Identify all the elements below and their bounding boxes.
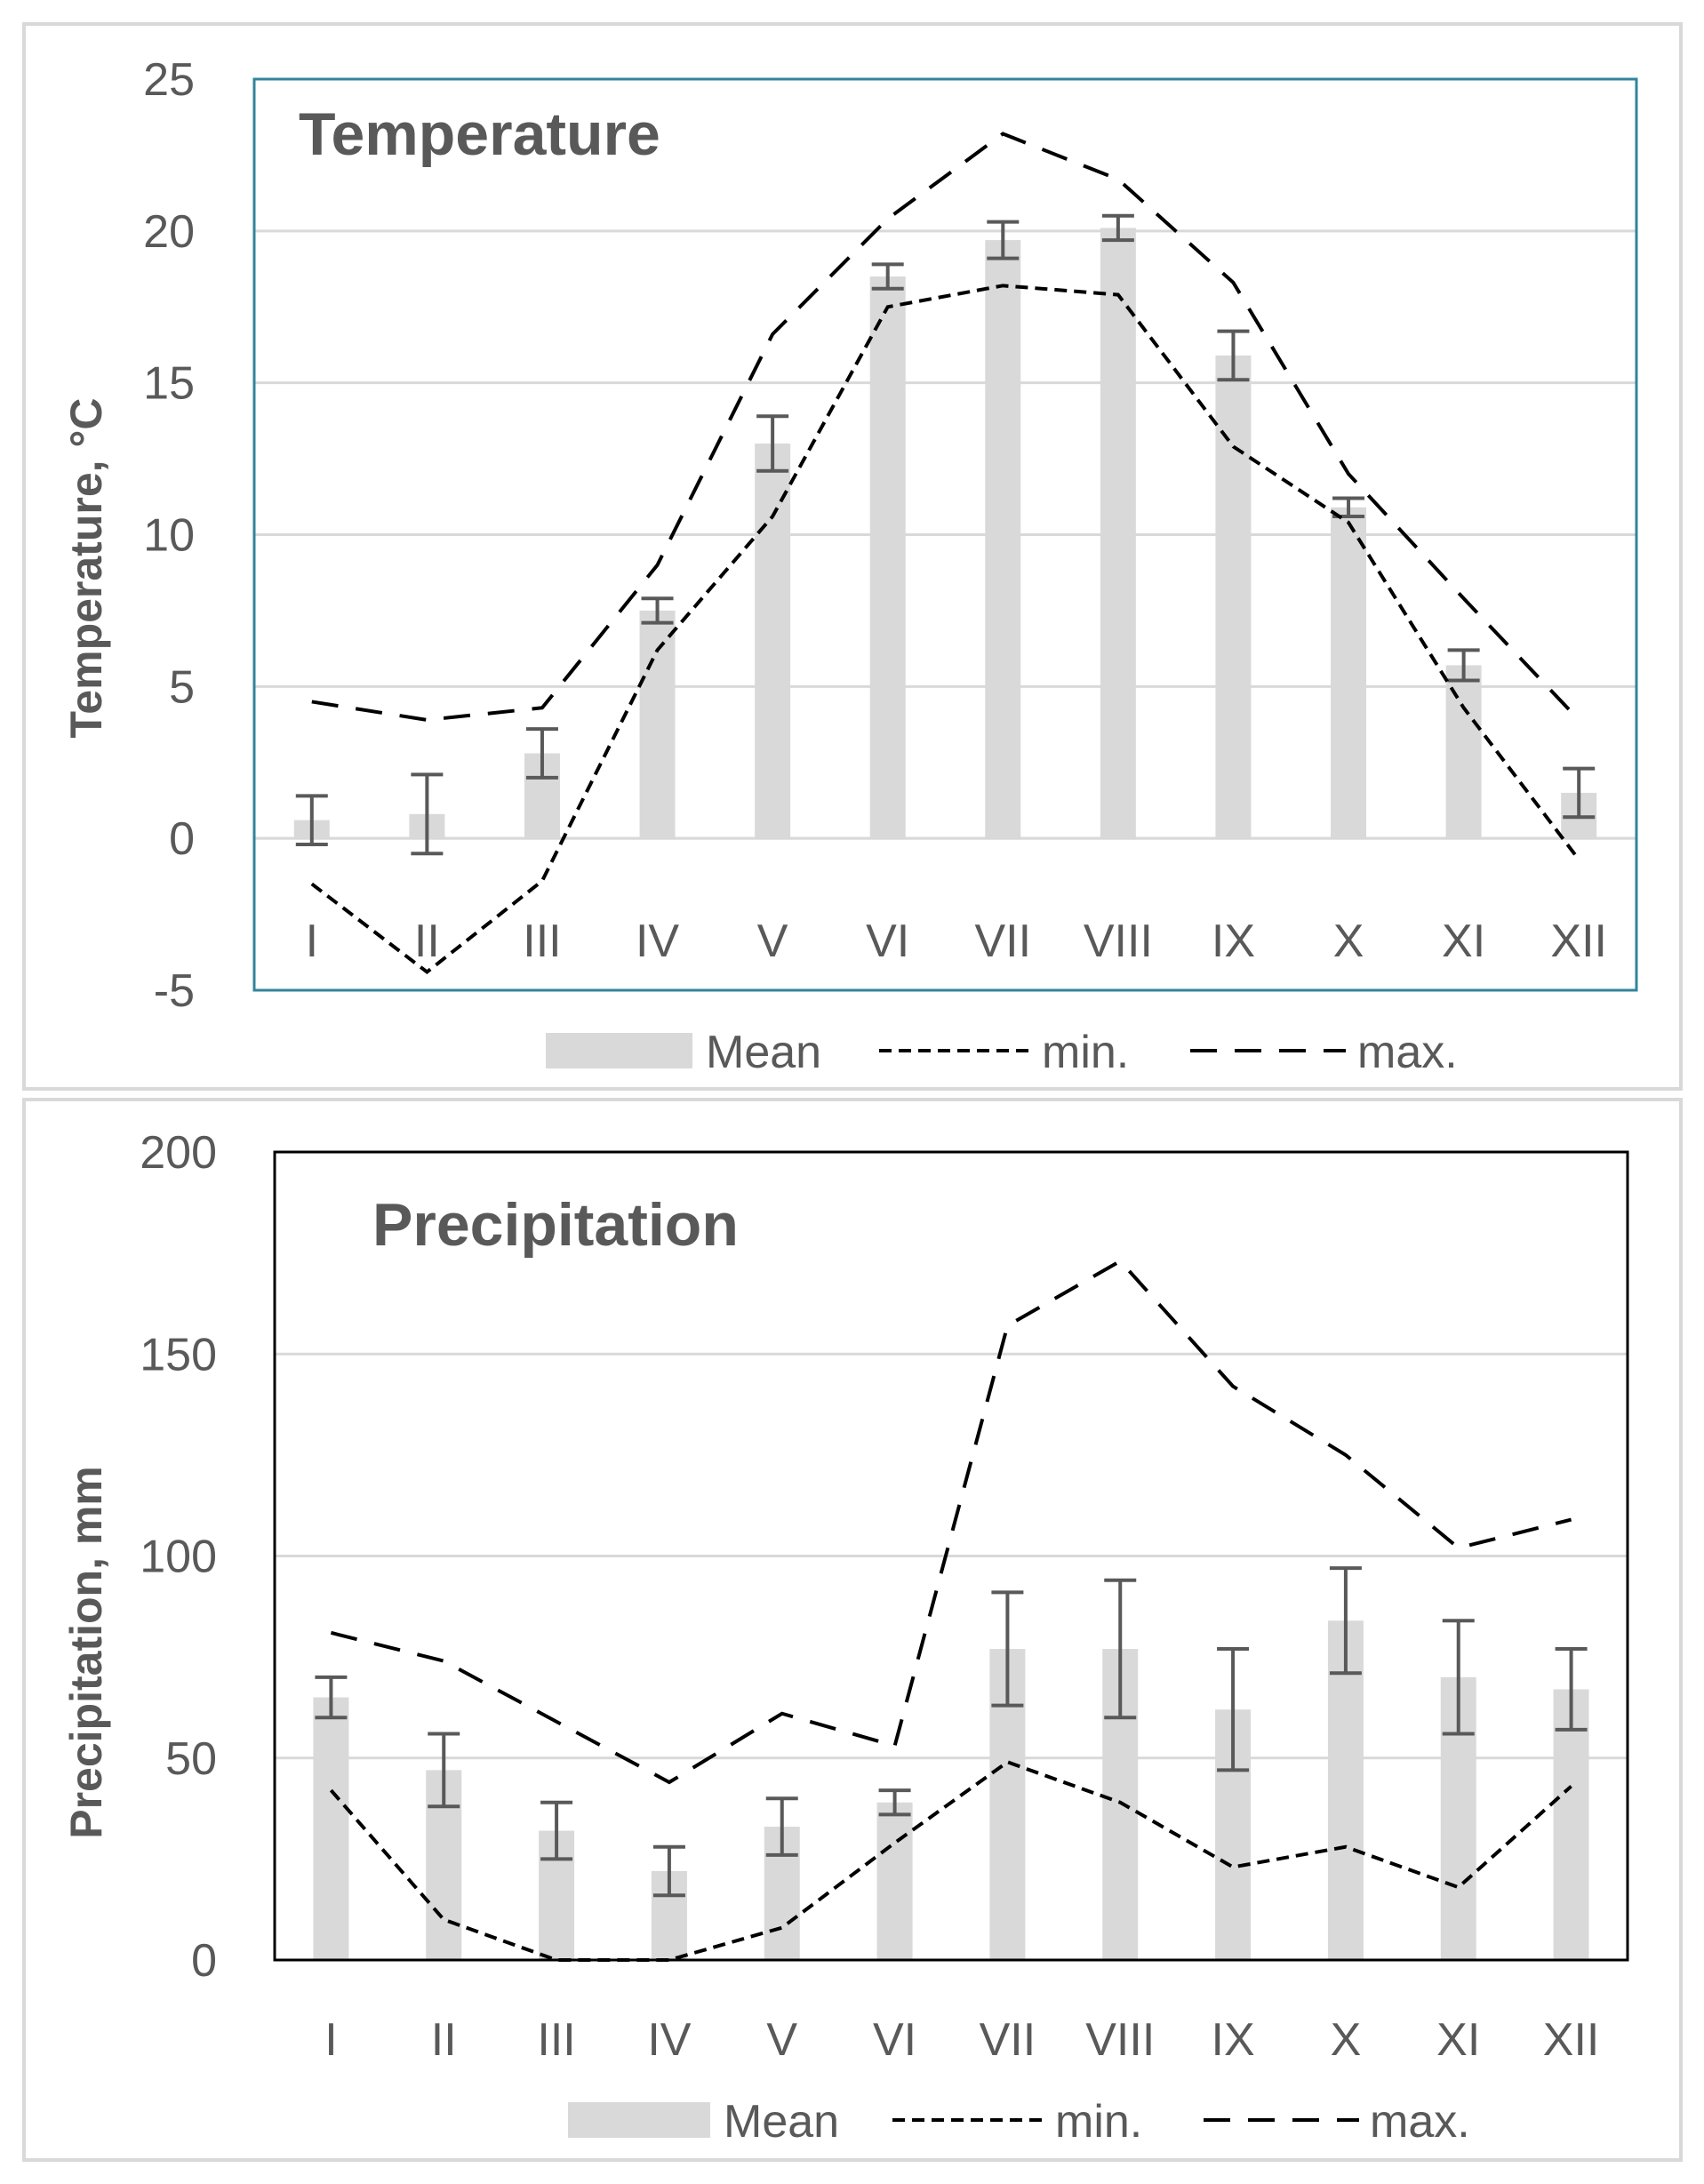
x-category-label: V	[766, 2014, 797, 2066]
legend-mean-swatch	[546, 1033, 692, 1068]
y-tick-label: 0	[169, 813, 195, 865]
precipitation-chart-panel: 200 150 100 50 0 I II III IV V VI VII VIII IX X XI XII Pr…	[22, 1098, 1683, 2162]
mean-bar	[1445, 665, 1482, 839]
mean-bar	[755, 444, 791, 839]
x-category-label: VII	[980, 2014, 1036, 2066]
mean-bar	[1331, 507, 1367, 839]
x-category-label: VI	[873, 2014, 916, 2066]
max-line	[311, 132, 1580, 722]
mean-bar	[876, 1802, 913, 1960]
legend-max-label: max.	[1357, 1027, 1458, 1078]
chart-title: Temperature	[299, 100, 660, 168]
mean-bar	[1215, 355, 1252, 839]
x-category-label: II	[431, 2014, 457, 2066]
legend-mean-label: Mean	[706, 1027, 821, 1078]
y-tick-label: 15	[143, 358, 195, 410]
min-line	[329, 1760, 1572, 1962]
legend-mean-label: Mean	[724, 2096, 839, 2148]
plot-area-border	[273, 1150, 1629, 1962]
mean-bar	[313, 1697, 349, 1960]
x-category-label: II	[414, 916, 440, 967]
mean-bar	[1553, 1689, 1589, 1960]
x-category-label: I	[324, 2014, 337, 2066]
x-category-label: IV	[647, 2014, 691, 2066]
x-category-label: V	[757, 916, 788, 967]
x-category-label: X	[1331, 2014, 1362, 2066]
x-category-label: IX	[1212, 2014, 1255, 2066]
y-tick-label: 20	[143, 206, 195, 258]
y-axis-label: Temperature, °C	[61, 397, 111, 738]
mean-bar	[1327, 1620, 1364, 1960]
mean-bar	[985, 240, 1021, 839]
min-line	[310, 284, 1580, 975]
x-category-label: I	[306, 916, 318, 967]
y-tick-label: 100	[140, 1532, 217, 1583]
x-category-label: III	[537, 2014, 575, 2066]
legend-min-label: min.	[1042, 1027, 1129, 1078]
x-category-label: XI	[1436, 2014, 1480, 2066]
temperature-chart-panel: 25 20 15 10 5 0 -5 I II III IV V VI VII VIII IX X XI XII Te…	[22, 22, 1683, 1091]
max-line	[330, 1259, 1572, 1785]
y-tick-label: 10	[143, 510, 195, 562]
y-tick-label: 0	[191, 1935, 217, 1987]
y-tick-label: 200	[140, 1127, 217, 1179]
legend-mean-swatch	[568, 2102, 710, 2138]
plot-area-border	[252, 77, 1638, 992]
y-tick-label: -5	[154, 965, 195, 1017]
y-tick-label: 50	[165, 1733, 217, 1785]
y-axis-label: Precipitation, mm	[61, 1466, 111, 1839]
x-category-label: III	[523, 916, 561, 967]
mean-bar	[639, 610, 676, 839]
mean-bar	[869, 276, 906, 839]
y-tick-label: 150	[140, 1329, 217, 1380]
chart-title: Precipitation	[372, 1191, 739, 1259]
x-category-label: XI	[1442, 916, 1485, 967]
x-category-label: IV	[636, 916, 679, 967]
x-category-label: XII	[1543, 2014, 1600, 2066]
x-category-label: VI	[866, 916, 909, 967]
legend-min-label: min.	[1055, 2096, 1142, 2148]
x-category-label: VII	[975, 916, 1032, 967]
x-category-label: VIII	[1085, 2014, 1155, 2066]
x-category-label: X	[1333, 916, 1364, 967]
x-category-label: VIII	[1084, 916, 1153, 967]
x-category-label: IX	[1212, 916, 1255, 967]
y-tick-label: 25	[143, 54, 195, 106]
x-category-label: XII	[1550, 916, 1607, 967]
y-tick-label: 5	[169, 661, 195, 713]
legend-max-label: max.	[1370, 2096, 1470, 2148]
mean-bar	[1100, 228, 1136, 839]
